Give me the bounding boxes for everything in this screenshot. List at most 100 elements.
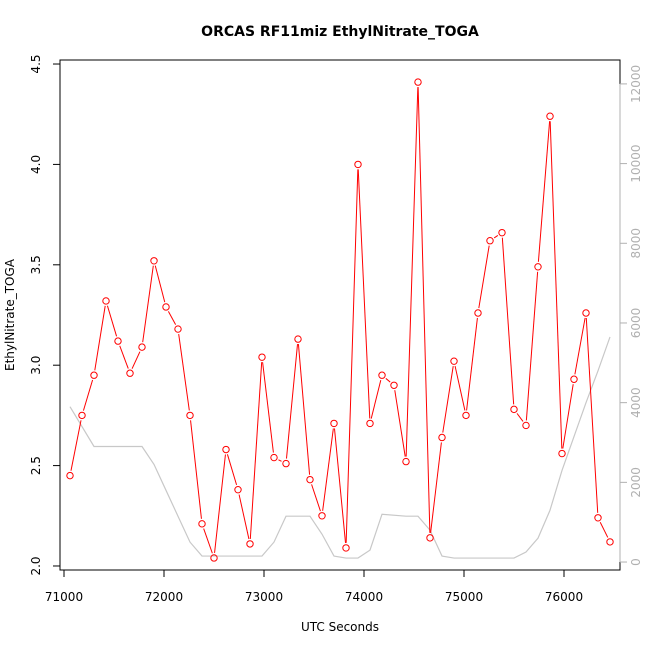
y-tick-label: 2.0 [29,556,43,575]
series-primary-segment [226,454,238,486]
series-primary [66,78,614,562]
series-primary-segment [154,265,166,303]
data-point [102,297,110,305]
series-primary-segment [574,317,586,375]
series-secondary-line [69,336,611,559]
series-primary-segment [442,366,454,433]
data-point [426,534,434,542]
x-tick-label: 71000 [45,590,83,604]
data-point [510,405,518,414]
x-tick-label: 73000 [245,590,283,604]
data-point [186,411,194,420]
data-point [114,337,122,345]
series-primary-segment [285,344,299,459]
data-point [438,433,446,442]
series-primary-segment [82,379,94,411]
data-point [210,554,218,562]
data-point [486,237,494,245]
series-primary-segment [454,365,466,411]
data-point [378,371,386,379]
data-point [390,381,398,389]
x-tick-label: 76000 [545,590,583,604]
data-point [306,475,314,484]
series-primary-segment [599,522,609,538]
x-axis: 71000 72000 73000 74000 75000 76000 [45,569,583,604]
data-point [450,357,458,365]
series-primary-segment [106,305,118,337]
data-point [126,369,134,377]
y-tick-label: 4.0 [29,155,43,174]
y2-tick-label: 4000 [629,387,643,418]
data-point [174,325,182,333]
series-primary-segment [119,345,129,369]
series-primary-segment [94,305,106,371]
series-primary-segment [249,362,263,539]
data-point [570,375,578,383]
data-point [258,353,266,361]
series-primary-segment [190,420,202,519]
data-point [522,421,530,430]
series-primary-segment [178,333,190,411]
data-point [270,453,278,462]
data-point [534,263,542,271]
series-primary-segment [370,379,382,419]
series-primary-segment [297,344,311,475]
data-point [66,471,74,480]
y2-tick-label: 2000 [629,467,643,498]
series-secondary [69,336,611,559]
y2-tick-label: 10000 [629,145,643,183]
data-point [498,228,506,237]
y-tick-label: 3.0 [29,356,43,375]
data-point [414,78,422,86]
x-axis-label: UTC Seconds [301,620,379,634]
data-point [234,485,242,494]
data-point [198,520,206,528]
series-primary-segment [203,528,213,554]
series-primary-segment [333,428,347,543]
data-point [462,411,470,420]
data-point [330,419,338,428]
series-primary-segment [417,87,431,533]
y2-tick-label: 6000 [629,308,643,339]
series-primary-segment [585,317,599,513]
data-point [366,419,374,428]
data-point [342,544,350,552]
data-point [150,257,158,265]
data-point [582,309,590,317]
series-primary-segment [167,311,177,325]
series-primary-segment [131,351,141,369]
series-primary-segment [466,317,478,411]
series-primary-segment [345,169,359,543]
x-tick-label: 75000 [445,590,483,604]
data-point [402,457,410,466]
series-primary-segment [394,390,406,457]
x-tick-label: 72000 [145,590,183,604]
series-primary-segment [430,442,442,533]
series-primary-segment [537,121,551,262]
x-tick-label: 74000 [345,590,383,604]
data-point [282,459,290,468]
y-tick-label: 4.5 [29,54,43,73]
series-primary-segment [142,265,154,343]
series-primary-segment [238,494,250,540]
y-tick-label: 3.5 [29,255,43,274]
series-primary-segment [357,169,371,419]
series-primary-segment [549,121,563,449]
data-point [162,303,170,311]
data-point [606,538,614,546]
series-primary-segment [262,362,274,453]
data-point [354,160,362,169]
series-primary-segment [493,235,499,239]
data-point [246,540,254,548]
series-primary-segment [322,428,334,511]
y-axis-right: 0 2000 4000 6000 8000 10000 12000 [619,65,643,566]
series-primary-segment [311,484,321,512]
data-point [78,411,86,420]
series-primary-segment [516,413,524,422]
series-primary-segment [385,378,391,383]
y2-tick-label: 8000 [629,228,643,259]
series-primary-segment [525,271,539,421]
plot-frame [59,59,621,571]
series-primary-segment [478,245,490,309]
